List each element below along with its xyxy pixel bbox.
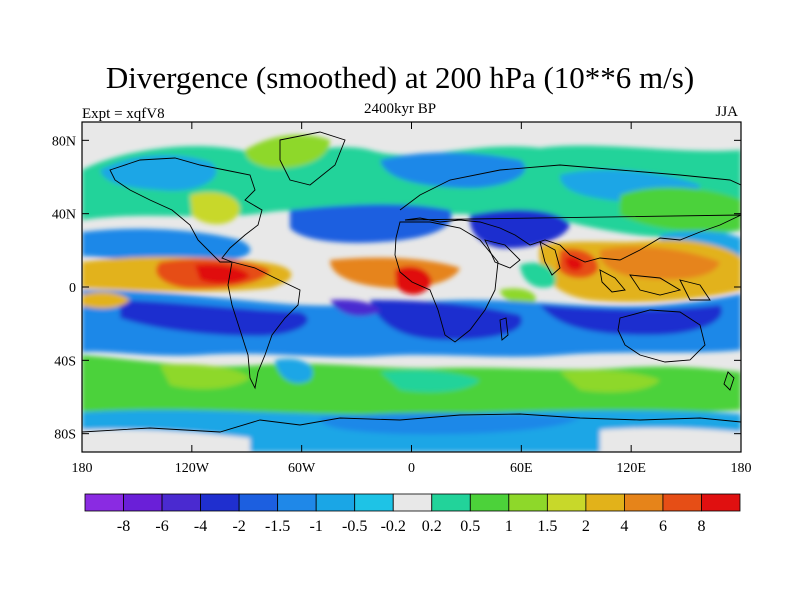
coast-greenland [279, 131, 346, 186]
colorbar-swatch [508, 493, 548, 512]
field-region [82, 228, 251, 264]
coast-antarctica [82, 413, 741, 433]
lon-tick-label: 120W [175, 461, 210, 476]
experiment-label: Expt = xqfV8 [82, 106, 165, 122]
field-region [160, 364, 250, 390]
field-region [600, 427, 741, 452]
time-label: 2400kyr BP [363, 101, 437, 117]
colorbar-label: 0.5 [460, 518, 480, 535]
colorbar-swatch [238, 493, 279, 512]
coast-se-asia [599, 269, 711, 301]
lon-tick-label: 60E [510, 461, 533, 476]
colorbar-label: 1.5 [537, 518, 557, 535]
colorbar-swatch [123, 493, 163, 512]
field-region [380, 152, 526, 189]
coast-australia [617, 309, 706, 363]
colorbar-label: -6 [155, 518, 168, 535]
colorbar-swatch [161, 493, 201, 512]
colorbar [84, 493, 741, 512]
field-region [100, 155, 217, 191]
field-region [82, 292, 130, 309]
colorbar-swatch [431, 493, 471, 512]
colorbar-label: 0.2 [422, 518, 442, 535]
colorbar-swatch [624, 493, 664, 512]
field-region [82, 429, 250, 452]
lat-tick-label: 80N [52, 134, 76, 149]
colorbar-swatch [84, 493, 124, 512]
coastlines [82, 131, 741, 433]
lon-tick-label: 180 [72, 461, 93, 476]
colorbar-label: 6 [659, 518, 667, 535]
coast-new-zealand [723, 371, 735, 391]
field-region [520, 262, 556, 288]
colorbar-labels: -8 -6 -4 -2 -1.5 -1 -0.5 -0.2 0.2 0.5 1 1.5 2 4 6 8 [117, 518, 706, 535]
lon-tick-label: 180 [731, 461, 752, 476]
season-label: JJA [715, 104, 738, 120]
colorbar-label: 1 [505, 518, 513, 535]
colorbar-label: -0.2 [381, 518, 406, 535]
field-region [620, 187, 741, 232]
field-region [500, 288, 536, 304]
field-region [395, 266, 432, 295]
colorbar-swatch [585, 493, 625, 512]
field-region [195, 264, 250, 284]
field-region [469, 209, 570, 249]
colorbar-swatch [701, 493, 741, 512]
field-region [330, 299, 380, 316]
colorbar-swatch [662, 493, 702, 512]
colorbar-label: -2 [232, 518, 245, 535]
field-region [275, 358, 313, 384]
lat-tick-label: 80S [54, 428, 76, 443]
lat-tick-label: 0 [69, 281, 76, 296]
colorbar-label: -1.5 [265, 518, 290, 535]
field-region [290, 204, 452, 243]
field-region [540, 305, 722, 335]
coast-arabia-india [484, 239, 561, 276]
colorbar-label: 2 [582, 518, 590, 535]
coast-madagascar [499, 317, 509, 341]
field-region [560, 370, 660, 393]
lon-tick-label: 60W [288, 461, 316, 476]
field-region [82, 145, 741, 238]
coast-north-america [109, 157, 263, 263]
latitude-axis: 80N 40N 0 40S 80S [52, 134, 741, 443]
lon-tick-label: 120E [616, 461, 646, 476]
colorbar-label: -4 [194, 518, 207, 535]
longitude-axis: 180 120W 60W 0 60E 120E 180 [72, 122, 752, 476]
colorbar-label: -1 [310, 518, 323, 535]
coast-south-america [227, 261, 301, 390]
coast-eurasia [399, 164, 741, 263]
lat-tick-label: 40N [52, 208, 76, 223]
field-region [190, 192, 240, 225]
lon-tick-label: 0 [408, 461, 415, 476]
lat-tick-label: 40S [54, 354, 76, 369]
field-region [120, 300, 308, 336]
colorbar-swatch [315, 493, 356, 512]
divergence-field [82, 122, 741, 452]
colorbar-label: 8 [697, 518, 705, 535]
colorbar-swatch [200, 493, 240, 512]
colorbar-swatch [392, 493, 433, 512]
plot-title: Divergence (smoothed) at 200 hPa (10**6 … [105, 60, 695, 95]
field-region [320, 412, 580, 435]
field-region [370, 300, 522, 340]
colorbar-label: -0.5 [342, 518, 367, 535]
colorbar-swatch [277, 493, 317, 512]
field-region [380, 370, 480, 393]
colorbar-label: -8 [117, 518, 130, 535]
coast-africa [394, 221, 499, 343]
field-region [245, 134, 330, 169]
field-region [565, 256, 583, 271]
colorbar-swatch [469, 493, 510, 512]
colorbar-swatch [354, 493, 394, 512]
colorbar-label: 4 [620, 518, 628, 535]
colorbar-swatch [546, 493, 587, 512]
